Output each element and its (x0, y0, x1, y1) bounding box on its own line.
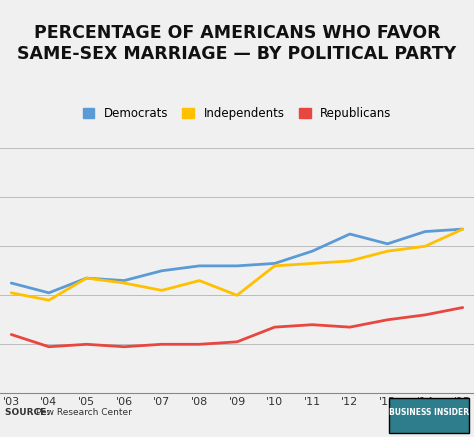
Text: PERCENTAGE OF AMERICANS WHO FAVOR
SAME-SEX MARRIAGE — BY POLITICAL PARTY: PERCENTAGE OF AMERICANS WHO FAVOR SAME-S… (18, 24, 456, 63)
Text: Pew Research Center: Pew Research Center (36, 409, 131, 417)
Legend: Democrats, Independents, Republicans: Democrats, Independents, Republicans (82, 107, 392, 120)
Text: SOURCE:: SOURCE: (5, 409, 53, 417)
Text: BUSINESS INSIDER: BUSINESS INSIDER (389, 409, 469, 417)
FancyBboxPatch shape (389, 398, 469, 433)
